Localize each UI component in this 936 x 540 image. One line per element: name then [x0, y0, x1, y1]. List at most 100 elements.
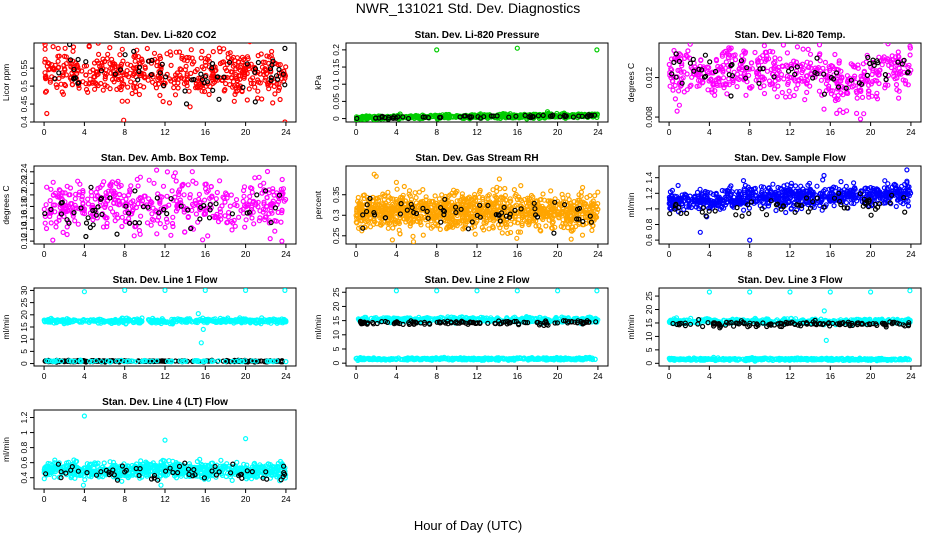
data-point: [425, 222, 431, 228]
data-point: [739, 213, 745, 219]
data-point: [822, 194, 828, 200]
data-point: [879, 62, 885, 68]
data-point: [887, 200, 893, 206]
data-point: [163, 74, 169, 80]
data-point: [172, 170, 178, 176]
data-point: [240, 206, 246, 212]
data-point: [77, 181, 83, 187]
data-point: [394, 186, 400, 192]
data-point: [807, 51, 814, 57]
data-point: [442, 196, 448, 202]
data-point: [540, 191, 546, 197]
data-point: [179, 53, 185, 59]
data-point: [119, 46, 125, 52]
data-point: [108, 70, 114, 76]
data-point: [541, 197, 548, 203]
data-point: [899, 61, 905, 67]
data-point: [685, 197, 691, 203]
data-point: [788, 183, 794, 189]
x-tick-label: 4: [707, 127, 712, 137]
data-point: [162, 224, 168, 230]
data-point: [173, 178, 179, 184]
data-point: [559, 201, 565, 207]
data-point: [269, 48, 275, 55]
data-point: [104, 224, 110, 230]
data-point: [372, 212, 378, 218]
data-point: [898, 195, 904, 201]
data-point: [184, 54, 190, 61]
data-point: [885, 82, 891, 88]
data-point: [151, 217, 157, 223]
data-point: [719, 187, 725, 194]
data-point: [189, 77, 195, 83]
data-point: [563, 216, 570, 222]
data-point: [109, 318, 116, 325]
y-tick-label: 0.012: [644, 67, 654, 89]
data-point: [236, 59, 242, 66]
data-point: [861, 111, 867, 117]
data-point: [570, 207, 576, 213]
data-point: [154, 195, 160, 201]
data-point: [67, 319, 73, 325]
data-point: [565, 225, 571, 231]
data-point: [760, 184, 767, 190]
data-point: [798, 75, 804, 82]
data-point: [469, 114, 475, 120]
data-point: [234, 75, 240, 82]
data-point: [761, 43, 768, 49]
data-point: [159, 76, 165, 83]
x-tick-label: 0: [42, 127, 47, 137]
data-point: [534, 214, 541, 220]
data-point: [771, 86, 778, 92]
data-point: [204, 317, 210, 324]
data-point: [817, 191, 823, 197]
data-point: [859, 94, 866, 101]
data-point: [170, 223, 176, 230]
y-axis-label: ml/min: [1, 314, 11, 339]
x-tick-label: 12: [472, 249, 482, 259]
data-point: [567, 220, 573, 226]
data-point: [61, 66, 68, 72]
data-point: [485, 202, 491, 209]
data-point: [831, 198, 837, 204]
data-point: [519, 221, 525, 227]
data-point: [214, 189, 220, 196]
data-point: [756, 80, 762, 86]
data-point: [495, 204, 501, 210]
data-point: [90, 222, 96, 228]
y-tick-label: 0.35: [331, 186, 341, 203]
data-point: [438, 219, 444, 225]
panel-title: Stan. Dev. Sample Flow: [734, 153, 846, 164]
data-point: [672, 96, 679, 102]
data-point: [42, 70, 48, 76]
data-point: [836, 190, 842, 196]
data-point: [244, 210, 250, 216]
data-point: [749, 66, 756, 72]
data-point: [167, 321, 173, 327]
y-tick-label: 0.3: [331, 209, 341, 221]
data-point: [92, 74, 98, 80]
data-point: [115, 76, 121, 83]
data-point: [199, 88, 205, 94]
data-point: [255, 88, 261, 94]
data-point: [820, 177, 826, 183]
data-point: [512, 207, 518, 213]
data-point: [152, 56, 158, 63]
data-point: [48, 209, 55, 215]
data-point: [775, 67, 781, 73]
data-point: [148, 222, 154, 228]
data-point: [137, 196, 143, 202]
data-point: [739, 53, 745, 59]
data-point: [156, 210, 162, 216]
data-point: [584, 113, 590, 119]
data-point: [535, 113, 542, 119]
data-point: [85, 201, 92, 207]
data-point: [247, 198, 253, 204]
data-point: [889, 192, 895, 198]
data-point: [280, 71, 286, 77]
data-point: [480, 195, 486, 201]
data-point: [54, 194, 61, 200]
data-point: [568, 201, 574, 207]
data-point: [807, 205, 814, 211]
